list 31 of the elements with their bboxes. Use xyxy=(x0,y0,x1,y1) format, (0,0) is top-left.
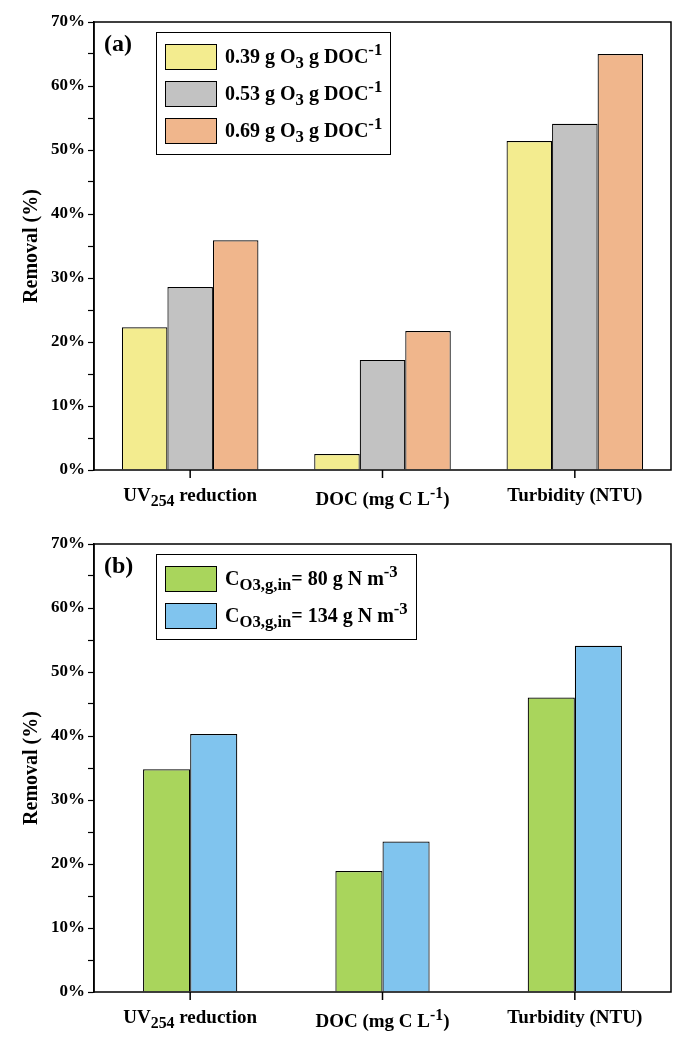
legend-label: C$_{O3,g,in}$= 134 g N m$^{-3}$ xyxy=(225,599,408,632)
y-tick-label: 10% xyxy=(51,917,85,937)
y-tick-label: 70% xyxy=(51,533,85,553)
y-tick-label: 0% xyxy=(59,459,85,479)
y-tick-label: 30% xyxy=(51,267,85,287)
annotation: (b) xyxy=(104,552,134,579)
legend-label: 0.69 g O$_{3}$ g DOC$^{-1}$ xyxy=(225,114,383,147)
y-tick-label: 20% xyxy=(51,853,85,873)
y-axis-title: Removal (%) xyxy=(19,189,43,303)
y-tick-label: 60% xyxy=(51,75,85,95)
legend-label: 0.39 g O$_{3}$ g DOC$^{-1}$ xyxy=(225,40,383,73)
y-tick-label: 30% xyxy=(51,789,85,809)
y-tick-label: 50% xyxy=(51,139,85,159)
y-tick-label: 60% xyxy=(51,597,85,617)
x-tick-label: DOC (mg C L$^{-1}$) xyxy=(315,1006,450,1033)
legend-label: 0.53 g O$_{3}$ g DOC$^{-1}$ xyxy=(225,77,383,110)
y-tick-label: 0% xyxy=(59,981,85,1001)
x-tick-label: Turbidity (NTU) xyxy=(507,484,643,506)
legend-label: C$_{O3,g,in}$= 80 g N m$^{-3}$ xyxy=(225,562,398,595)
y-axis-title: Removal (%) xyxy=(19,711,43,825)
x-tick-label: UV$_{254}$ reduction xyxy=(123,484,258,510)
x-tick-label: Turbidity (NTU) xyxy=(507,1006,643,1028)
y-tick-label: 40% xyxy=(51,203,85,223)
y-tick-label: 20% xyxy=(51,331,85,351)
x-tick-label: DOC (mg C L$^{-1}$) xyxy=(315,484,450,511)
y-tick-label: 50% xyxy=(51,661,85,681)
y-tick-label: 40% xyxy=(51,725,85,745)
x-tick-label: UV$_{254}$ reduction xyxy=(123,1006,258,1032)
annotation: (a) xyxy=(104,30,132,57)
y-tick-label: 70% xyxy=(51,11,85,31)
y-tick-label: 10% xyxy=(51,395,85,415)
